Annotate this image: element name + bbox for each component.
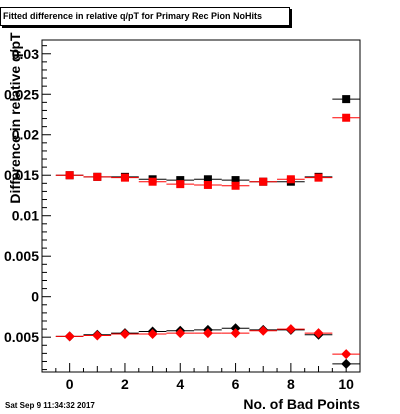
x-tick-label: 0 [66,376,74,392]
x-axis-label: No. of Bad Points [243,396,360,412]
y-axis-label: Difference in relative q/pT [7,32,23,204]
data-point-square [120,173,129,182]
data-point-square [314,173,323,182]
data-point-square [148,177,157,186]
data-point-diamond [92,330,103,341]
data-point-square [231,181,240,190]
y-tick-label: 0.03 [12,46,39,62]
data-point-diamond [64,331,75,342]
data-point-diamond [258,325,269,336]
data-point-square [259,177,268,186]
data-point-diamond [147,328,158,339]
chart-title: Fitted difference in relative q/pT for P… [3,11,263,21]
data-point-diamond [341,358,352,369]
y-tick-label: 0 [31,289,39,305]
data-point-square [93,172,102,181]
data-point-square [231,176,240,185]
data-point-diamond [175,328,186,339]
data-point-square [203,175,212,184]
y-tick-label: 0.015 [4,167,39,183]
data-point-diamond [313,328,324,339]
y-tick-label: 0.01 [12,208,39,224]
x-tick-label: 10 [338,376,354,392]
timestamp: Sat Sep 9 11:34:32 2017 [5,401,95,410]
data-point-diamond [202,328,213,339]
data-point-diamond [230,328,241,339]
data-point-square [65,171,74,180]
x-tick-label: 4 [176,376,184,392]
y-tick-label: 0.02 [12,127,39,143]
data-point-square [342,113,351,122]
y-tick-label: 0.005 [4,248,39,264]
x-tick-label: 2 [121,376,129,392]
x-tick-label: 8 [287,376,295,392]
x-tick-label: 6 [232,376,240,392]
data-point-square [176,180,185,189]
chart-title-box: Fitted difference in relative q/pT for P… [0,7,290,26]
data-point-square [203,180,212,189]
data-point-diamond [119,328,130,339]
data-point-square [286,175,295,184]
data-point-square [176,176,185,185]
data-point-square [342,95,351,104]
y-tick-label: 0.025 [4,86,39,102]
plot-frame [41,39,361,373]
data-point-diamond [285,324,296,335]
data-point-diamond [341,349,352,360]
y-tick-label: 0.005 [4,329,39,345]
